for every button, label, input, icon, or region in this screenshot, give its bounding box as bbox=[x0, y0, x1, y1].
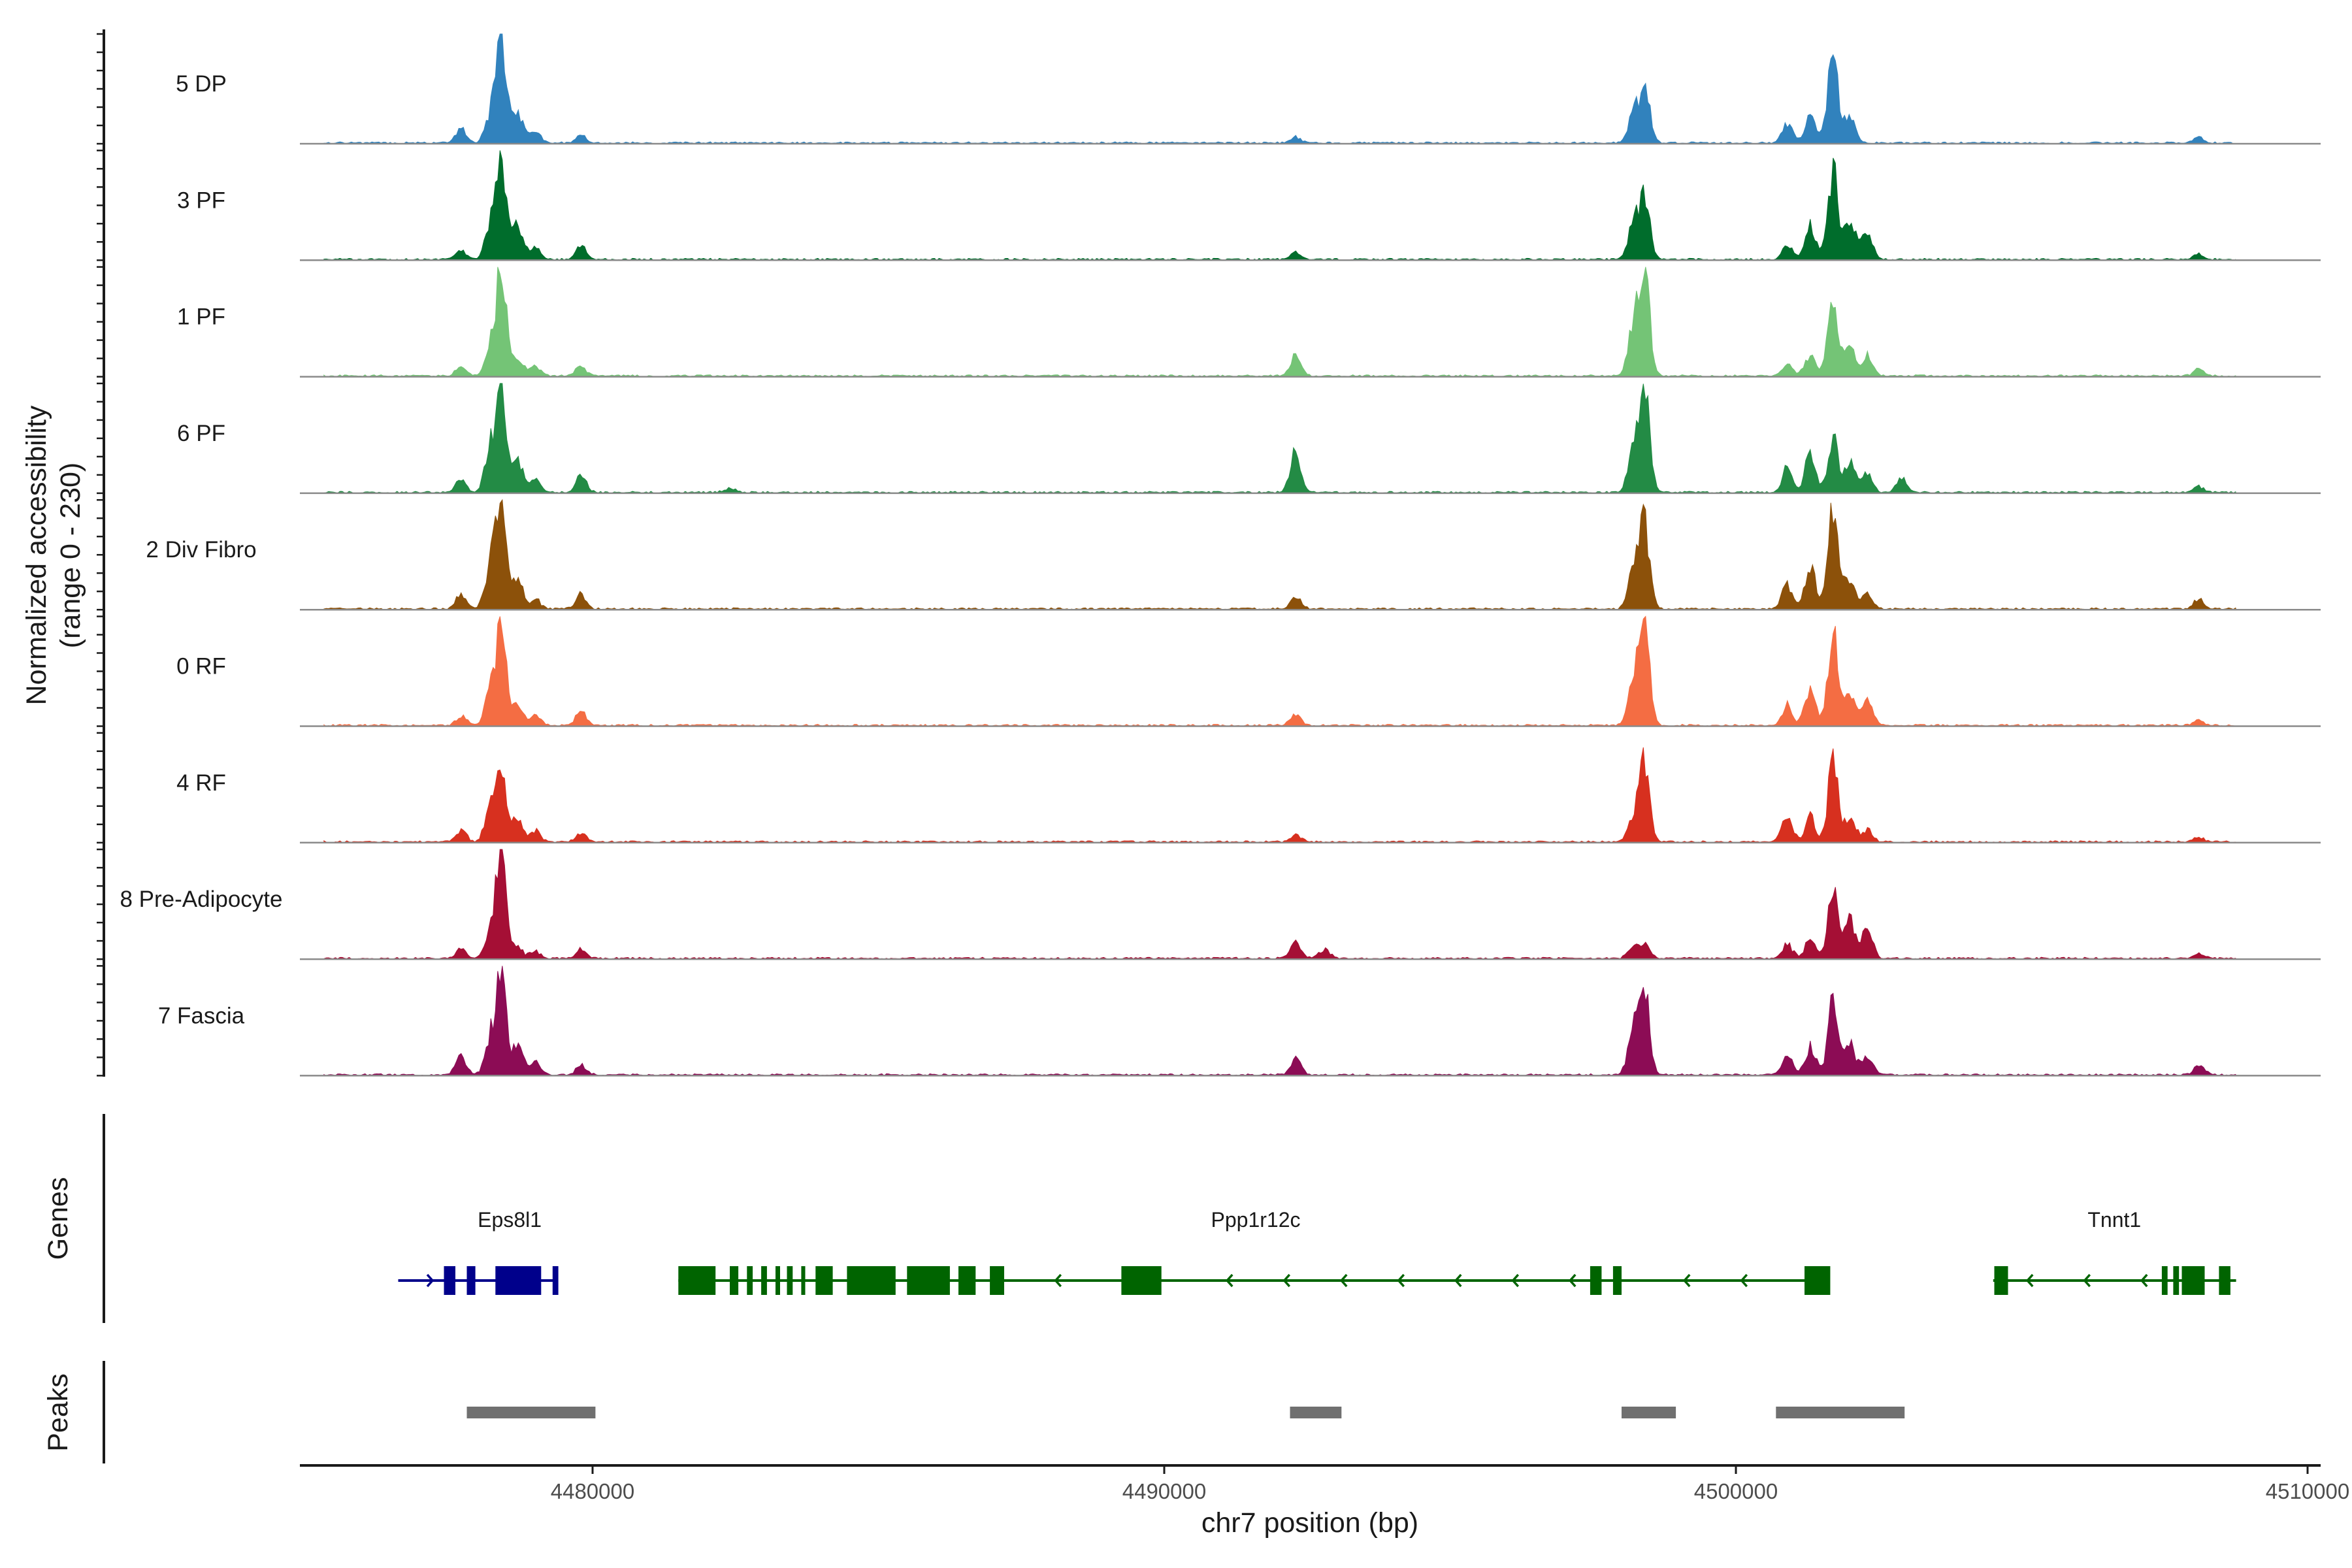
exon bbox=[1805, 1266, 1831, 1295]
strand-arrow bbox=[1397, 1273, 1405, 1288]
x-tick-label: 4500000 bbox=[1694, 1479, 1778, 1503]
strand-arrow bbox=[1054, 1273, 1062, 1288]
strand-arrow bbox=[1339, 1273, 1348, 1288]
exon bbox=[1612, 1266, 1622, 1295]
exon bbox=[2219, 1266, 2230, 1295]
strand-arrow bbox=[1511, 1273, 1520, 1288]
exon bbox=[552, 1266, 559, 1295]
track-6: 0 RF bbox=[176, 615, 2321, 727]
x-tick-label: 4480000 bbox=[551, 1479, 634, 1503]
peak-track bbox=[466, 1407, 1905, 1418]
exon bbox=[678, 1266, 716, 1295]
coverage-area bbox=[323, 267, 2237, 378]
x-tick-label: 4490000 bbox=[1122, 1479, 1206, 1503]
peak-region bbox=[466, 1407, 596, 1418]
gene-track: Eps8l1 Ppp1r12c Tnnt1 bbox=[398, 1208, 2236, 1295]
exon bbox=[2181, 1266, 2205, 1295]
peak-region bbox=[1290, 1407, 1342, 1418]
exon bbox=[730, 1266, 739, 1295]
track-label: 0 RF bbox=[176, 654, 226, 679]
strand-arrow bbox=[2025, 1273, 2034, 1288]
track-label: 8 Pre-Adipocyte bbox=[120, 887, 282, 912]
strand-arrow bbox=[2140, 1273, 2148, 1288]
track-label: 6 PF bbox=[177, 421, 225, 446]
track-label: 1 PF bbox=[177, 304, 225, 330]
strand-arrow bbox=[2083, 1273, 2091, 1288]
coverage-area bbox=[323, 966, 2237, 1077]
exon bbox=[466, 1266, 476, 1295]
coverage-area bbox=[323, 33, 2238, 144]
gene-label: Tnnt1 bbox=[2087, 1208, 2141, 1232]
coverage-area bbox=[323, 150, 2237, 261]
coverage-area bbox=[323, 498, 2237, 610]
gene-ppp1r12c: Ppp1r12c bbox=[678, 1208, 1831, 1295]
exon bbox=[2161, 1266, 2168, 1295]
exon bbox=[495, 1266, 542, 1295]
exon bbox=[847, 1266, 896, 1295]
peak-region bbox=[1776, 1407, 1905, 1418]
peaks-track-label: Peaks bbox=[42, 1373, 74, 1452]
track-label: 5 DP bbox=[176, 71, 227, 97]
coverage-area bbox=[323, 383, 2237, 494]
exon bbox=[2173, 1266, 2180, 1295]
accessibility-tracks: 5 DP 3 PF 1 PF 6 PF 2 Div Fibro 0 RF 4 RF 8 Pre… bbox=[120, 33, 2321, 1077]
track-label: 4 RF bbox=[176, 770, 226, 796]
x-tick-label: 4510000 bbox=[2266, 1479, 2349, 1503]
track-2: 3 PF bbox=[177, 150, 2321, 261]
exon bbox=[787, 1266, 793, 1295]
track-3: 1 PF bbox=[177, 267, 2321, 378]
x-axis: 4480000 4490000 4500000 4510000 bbox=[300, 1464, 2349, 1503]
exon bbox=[747, 1266, 753, 1295]
track-label: 3 PF bbox=[177, 188, 225, 213]
y-axis bbox=[97, 29, 105, 1077]
track-9: 7 Fascia bbox=[158, 966, 2321, 1077]
exon bbox=[907, 1266, 950, 1295]
x-axis-title: chr7 position (bp) bbox=[1201, 1507, 1418, 1539]
exon bbox=[1121, 1266, 1162, 1295]
exon bbox=[990, 1266, 1004, 1295]
strand-arrow bbox=[1225, 1273, 1233, 1288]
exon bbox=[801, 1266, 806, 1295]
exon bbox=[444, 1266, 455, 1295]
gene-label: Ppp1r12c bbox=[1211, 1208, 1301, 1232]
strand-arrow bbox=[1682, 1273, 1691, 1288]
coverage-area bbox=[323, 747, 2237, 843]
strand-arrow bbox=[1740, 1273, 1748, 1288]
exon bbox=[761, 1266, 767, 1295]
track-4: 6 PF bbox=[177, 383, 2321, 495]
track-5: 2 Div Fibro bbox=[146, 498, 2321, 611]
genes-track-label: Genes bbox=[42, 1177, 74, 1260]
strand-arrow bbox=[1454, 1273, 1462, 1288]
track-8: 8 Pre-Adipocyte bbox=[120, 849, 2321, 960]
strand-arrow bbox=[1568, 1273, 1576, 1288]
track-7: 4 RF bbox=[176, 747, 2321, 844]
gene-tnnt1: Tnnt1 bbox=[1993, 1208, 2236, 1295]
y-axis-title-line2: (range 0 - 230) bbox=[55, 463, 86, 648]
strand-arrow bbox=[426, 1273, 434, 1288]
exon bbox=[1590, 1266, 1602, 1295]
gene-label: Eps8l1 bbox=[478, 1208, 542, 1232]
exon bbox=[815, 1266, 833, 1295]
track-label: 7 Fascia bbox=[158, 1003, 245, 1028]
track-1: 5 DP bbox=[176, 33, 2321, 145]
exon bbox=[958, 1266, 976, 1295]
strand-arrow bbox=[1282, 1273, 1291, 1288]
peak-region bbox=[1622, 1407, 1676, 1418]
exon bbox=[776, 1266, 780, 1295]
coverage-area bbox=[323, 615, 2236, 727]
track-label: 2 Div Fibro bbox=[146, 537, 256, 563]
coverage-area bbox=[323, 849, 2237, 960]
exon bbox=[1994, 1266, 2008, 1295]
y-axis-title-line1: Normalized accessibility bbox=[21, 405, 52, 705]
gene-eps8l1: Eps8l1 bbox=[398, 1208, 559, 1295]
